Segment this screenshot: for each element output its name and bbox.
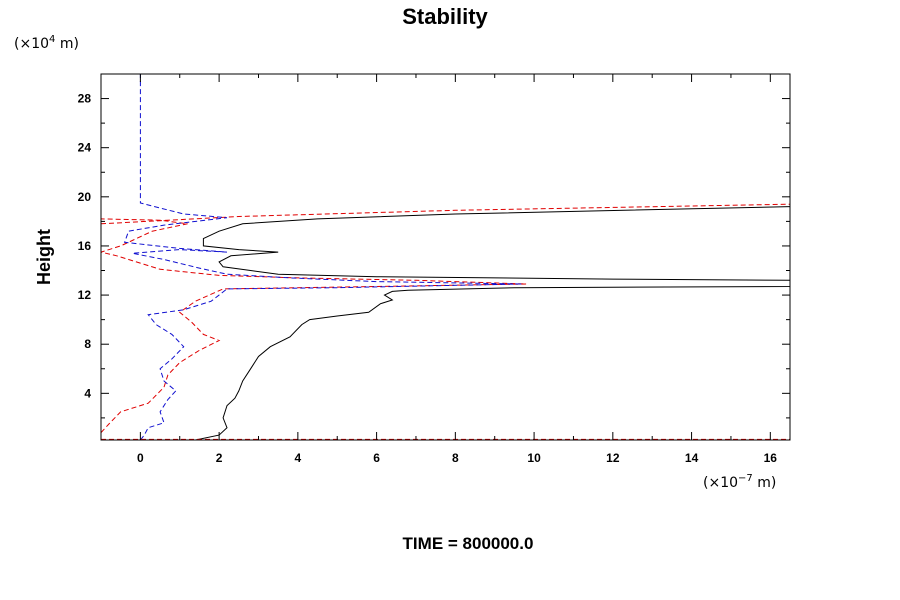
y-tick-label: 16 — [78, 239, 92, 253]
x-tick-label: 8 — [452, 451, 459, 465]
y-axis-label: Height — [34, 229, 54, 285]
series-line — [123, 74, 523, 440]
y-tick-label: 4 — [84, 386, 91, 400]
chart-title: Stability — [402, 4, 488, 29]
y-tick-label: 8 — [84, 337, 91, 351]
x-axis-unit: (×10−7 m) — [703, 473, 776, 491]
plot-frame — [100, 73, 791, 441]
series-layer — [101, 74, 790, 440]
x-tick-label: 6 — [373, 451, 380, 465]
y-tick-label: 12 — [78, 288, 92, 302]
x-tick-label: 16 — [764, 451, 778, 465]
x-tick-label: 12 — [606, 451, 620, 465]
y-tick-label: 28 — [78, 92, 92, 106]
y-axis-unit: (×104 m) — [14, 34, 79, 52]
x-tick-label: 0 — [137, 451, 144, 465]
x-tick-label: 10 — [527, 451, 541, 465]
series-line — [195, 206, 790, 440]
y-tick-label: 24 — [78, 141, 92, 155]
series-line — [101, 218, 527, 433]
x-tick-label: 14 — [685, 451, 699, 465]
y-tick-label: 20 — [78, 190, 92, 204]
x-tick-label: 4 — [295, 451, 302, 465]
time-footer: TIME = 800000.0 — [403, 534, 534, 553]
x-tick-label: 2 — [216, 451, 223, 465]
series-line — [101, 203, 790, 225]
